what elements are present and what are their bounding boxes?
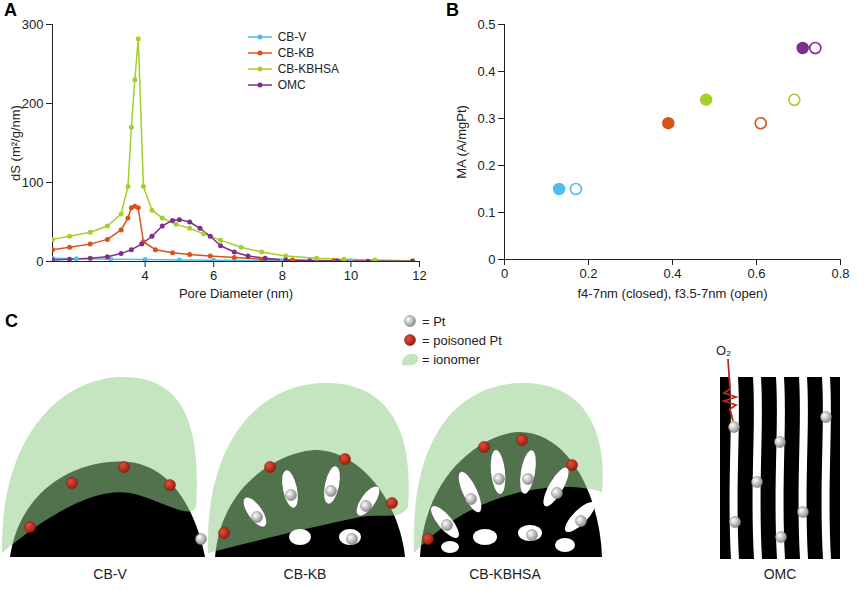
svg-text:f4-7nm (closed), f3.5-7nm (ope: f4-7nm (closed), f3.5-7nm (open) xyxy=(577,286,767,301)
svg-text:0: 0 xyxy=(488,252,495,267)
html-text:CB-KB: CB-KB xyxy=(277,46,315,60)
svg-text:CB-V: CB-V xyxy=(93,566,127,582)
svg-text:0: 0 xyxy=(36,254,43,269)
html-text:CB-V: CB-V xyxy=(277,30,307,44)
svg-text:0.8: 0.8 xyxy=(831,266,849,281)
svg-text:10: 10 xyxy=(344,268,358,283)
svg-text:200: 200 xyxy=(22,96,44,111)
svg-text:dS (m²/g/nm): dS (m²/g/nm) xyxy=(8,105,23,181)
svg-text:= Pt: = Pt xyxy=(422,314,446,329)
svg-text:Pore Diameter (nm): Pore Diameter (nm) xyxy=(179,286,293,301)
svg-text:8: 8 xyxy=(279,268,286,283)
svg-text:CB-KB: CB-KB xyxy=(284,566,327,582)
html-text:A: A xyxy=(4,0,17,20)
svg-text:0.2: 0.2 xyxy=(579,266,597,281)
svg-text:6: 6 xyxy=(210,268,217,283)
svg-text:12: 12 xyxy=(412,268,426,283)
html-text:CB-KBHSA: CB-KBHSA xyxy=(277,62,339,76)
svg-text:0.3: 0.3 xyxy=(477,111,495,126)
svg-text:100: 100 xyxy=(22,175,44,190)
html-text:B: B xyxy=(446,0,459,20)
svg-text:0.1: 0.1 xyxy=(477,205,495,220)
svg-text:C: C xyxy=(5,311,18,331)
svg-text:0.4: 0.4 xyxy=(663,266,681,281)
svg-text:4: 4 xyxy=(141,268,148,283)
svg-text:0.6: 0.6 xyxy=(747,266,765,281)
svg-text:0: 0 xyxy=(501,266,508,281)
svg-text:CB-KBHSA: CB-KBHSA xyxy=(469,566,541,582)
html-text:OMC: OMC xyxy=(277,78,306,92)
svg-text:0.5: 0.5 xyxy=(477,17,495,32)
svg-text:0.4: 0.4 xyxy=(477,64,495,79)
svg-text:= ionomer: = ionomer xyxy=(422,352,481,367)
svg-text:300: 300 xyxy=(22,17,44,32)
svg-text:MA (A/mgPt): MA (A/mgPt) xyxy=(454,105,469,179)
svg-text:0.2: 0.2 xyxy=(477,158,495,173)
svg-text:= poisoned Pt: = poisoned Pt xyxy=(422,333,502,348)
svg-text:OMC: OMC xyxy=(764,566,797,582)
svg-text:O₂: O₂ xyxy=(716,343,731,358)
